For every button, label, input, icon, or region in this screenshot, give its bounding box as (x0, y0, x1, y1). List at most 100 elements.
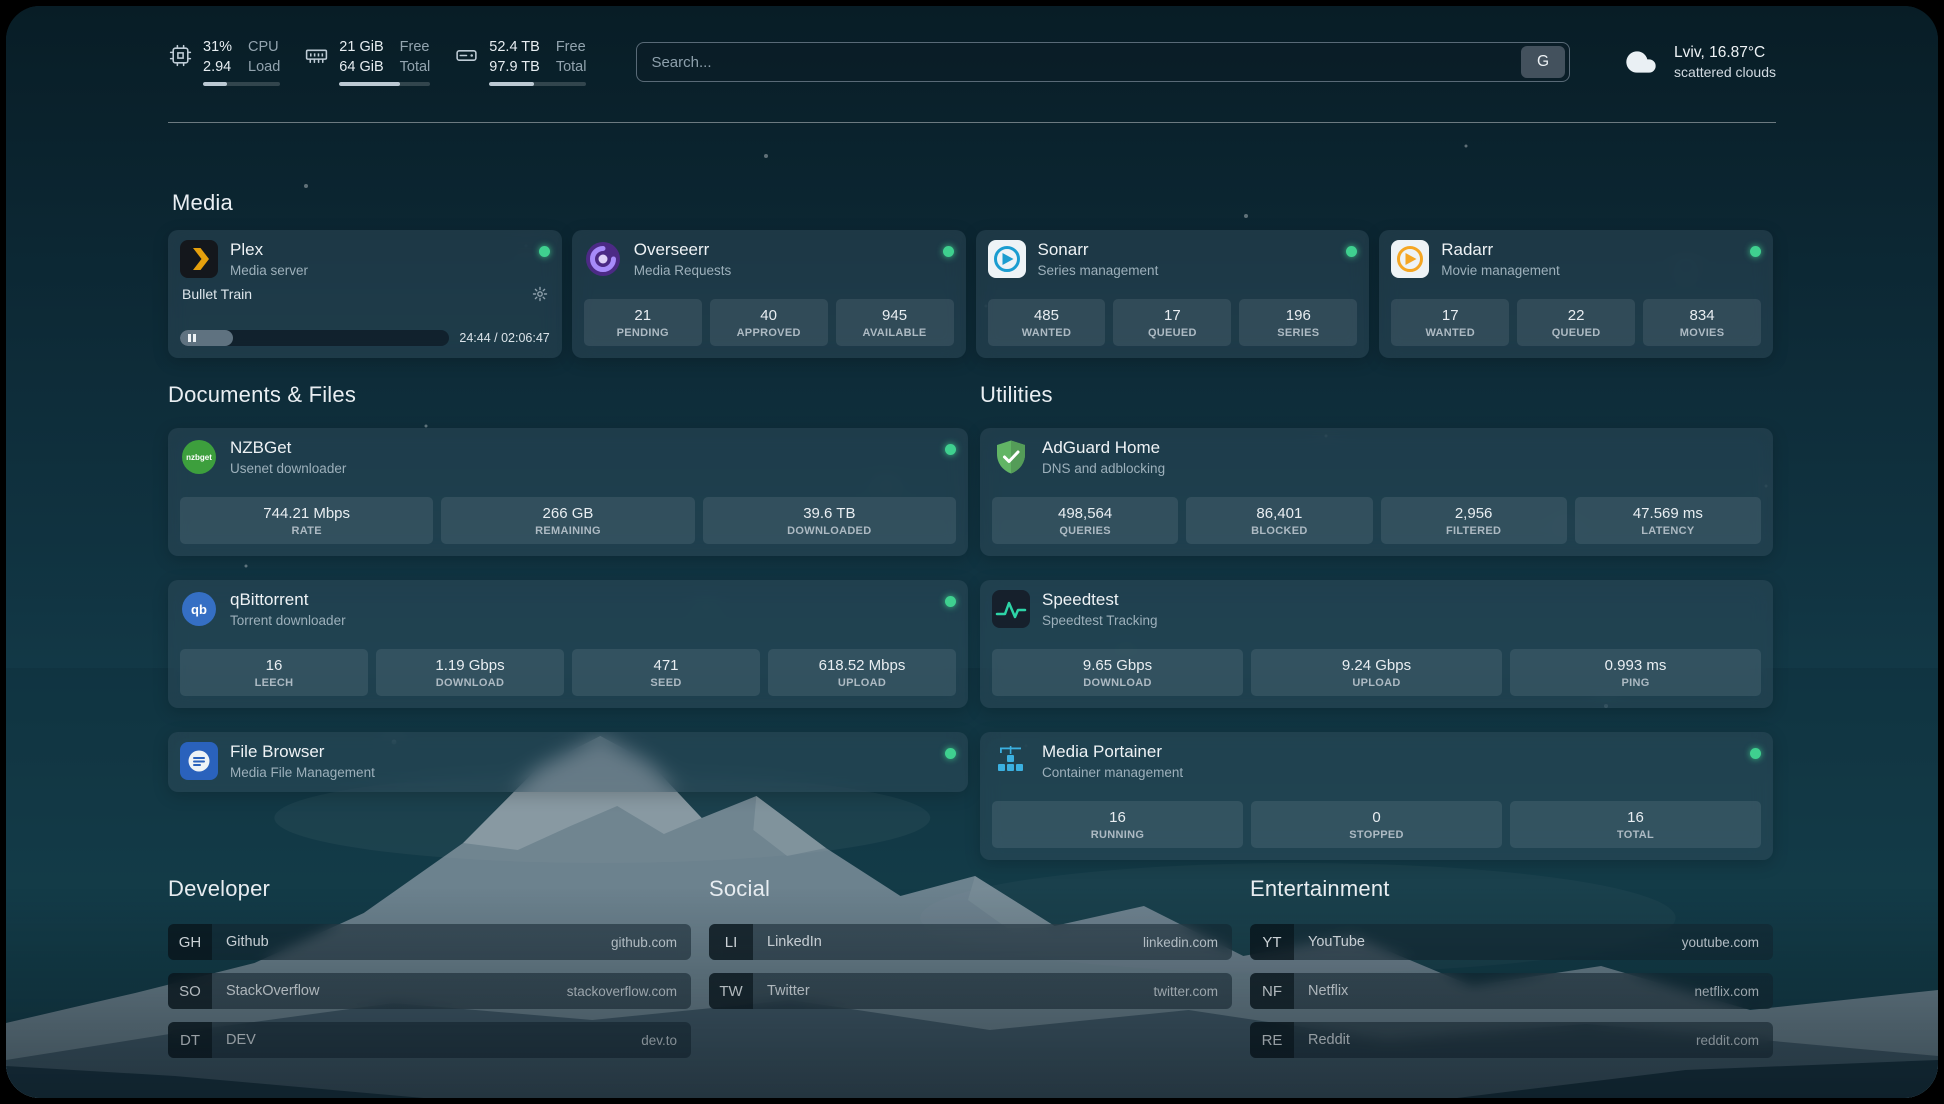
service-name: Overseerr (633, 240, 710, 260)
stat-block: 0.993 ms PING (1510, 649, 1761, 696)
stat-block: 2,956 FILTERED (1380, 497, 1567, 544)
service-card-nzbget[interactable]: nzbget NZBGet Usenet downloader 744.21 M… (168, 428, 968, 556)
bookmark-domain: stackoverflow.com (566, 983, 677, 999)
bookmark-stackoverflow[interactable]: SO StackOverflow stackoverflow.com (168, 973, 691, 1009)
stat-block: 40 APPROVED (709, 299, 828, 346)
stat-block: 16 LEECH (180, 649, 368, 696)
dashboard-window: 31% 2.94 CPU Load (6, 6, 1938, 1098)
bookmark-name: Twitter (767, 983, 810, 999)
service-desc: Speedtest Tracking (1042, 612, 1158, 628)
service-desc: Usenet downloader (230, 460, 347, 476)
bookmark-domain: github.com (610, 934, 677, 950)
bookmark-name: YouTube (1308, 934, 1365, 950)
stat-block: 47.569 ms LATENCY (1574, 497, 1761, 544)
search-input[interactable] (651, 53, 1522, 71)
status-dot (945, 748, 956, 759)
now-playing-title: Bullet Train (182, 286, 253, 302)
pause-icon[interactable] (188, 334, 196, 342)
memory-values: 21 GiB 64 GiB (339, 39, 384, 75)
bookmark-twitter[interactable]: TW Twitter twitter.com (709, 973, 1232, 1009)
status-dot (1346, 246, 1358, 257)
stat-block: 196 SERIES (1239, 299, 1358, 346)
bookmark-name: Reddit (1308, 1032, 1350, 1048)
service-desc: Container management (1042, 764, 1184, 780)
service-name: Radarr (1441, 240, 1494, 260)
memory-progress-fill (339, 81, 401, 86)
plex-icon (180, 240, 218, 278)
radarr-icon (1391, 240, 1430, 278)
speedtest-icon (992, 590, 1030, 628)
service-card-filebrowser[interactable]: File Browser Media File Management (168, 732, 968, 792)
section-title-utilities: Utilities (980, 382, 1053, 407)
disk-icon (456, 50, 477, 62)
service-desc: Torrent downloader (230, 612, 346, 628)
stat-block: 618.52 Mbps UPLOAD (768, 649, 956, 696)
bookmark-name: StackOverflow (226, 983, 320, 999)
stat-block: 744.21 Mbps RATE (180, 497, 434, 544)
stat-block: 498,564 QUERIES (992, 497, 1179, 544)
disk-values: 52.4 TB 97.9 TB (489, 39, 540, 75)
bookmark-name: Netflix (1308, 983, 1349, 999)
service-card-sonarr[interactable]: Sonarr Series management 485 WANTED 17 Q… (975, 230, 1370, 358)
service-card-radarr[interactable]: Radarr Movie management 17 WANTED 22 QUE… (1379, 230, 1773, 358)
settings-gear-icon[interactable] (532, 286, 548, 302)
bookmark-netflix[interactable]: NF Netflix netflix.com (1250, 973, 1773, 1009)
service-card-adguard[interactable]: AdGuard Home DNS and adblocking 498,564 … (980, 428, 1773, 556)
service-desc: Media server (230, 262, 309, 278)
disk-progress-track (489, 81, 587, 86)
stat-block: 471 SEED (572, 649, 760, 696)
cpu-widget: 31% 2.94 CPU Load (168, 38, 281, 86)
service-card-portainer[interactable]: Media Portainer Container management 16 … (980, 732, 1773, 860)
bookmark-github[interactable]: GH Github github.com (168, 924, 691, 960)
cpu-icon (169, 45, 192, 67)
playback-progress-bar (180, 330, 450, 346)
top-bar: 31% 2.94 CPU Load (168, 32, 1776, 92)
service-desc: DNS and adblocking (1042, 460, 1166, 476)
bookmark-linkedin[interactable]: LI LinkedIn linkedin.com (709, 924, 1232, 960)
stat-block: 17 WANTED (1391, 299, 1510, 346)
service-card-overseerr[interactable]: Overseerr Media Requests 21 PENDING 40 A… (571, 230, 966, 358)
documents-column: Documents & Files nzbget NZBGet Usenet d… (168, 382, 968, 816)
service-name: Speedtest (1042, 590, 1119, 610)
svg-text:qb: qb (191, 602, 207, 617)
nzbget-icon: nzbget (182, 440, 216, 474)
disk-progress-fill (489, 81, 534, 86)
stat-block: 485 WANTED (987, 299, 1106, 346)
section-title-developer: Developer (168, 876, 271, 901)
stat-block: 16 TOTAL (1510, 801, 1761, 848)
stat-block: 266 GB REMAINING (441, 497, 695, 544)
service-name: AdGuard Home (1042, 438, 1161, 458)
media-card-grid: Plex Media server Bullet Train (168, 230, 1773, 358)
service-name: Media Portainer (1042, 742, 1163, 762)
bookmark-domain: twitter.com (1153, 983, 1218, 999)
service-name: qBittorrent (230, 590, 309, 610)
bookmark-group-developer: Developer GH Github github.com SO StackO… (168, 876, 691, 1071)
memory-widget: 21 GiB 64 GiB Free Total (304, 38, 431, 86)
service-name: Plex (230, 240, 264, 260)
bookmark-dev[interactable]: DT DEV dev.to (168, 1022, 691, 1058)
status-dot (1750, 246, 1761, 257)
playback-time: 24:44 / 02:06:47 (459, 331, 550, 345)
service-card-speedtest[interactable]: Speedtest Speedtest Tracking 9.65 Gbps D… (980, 580, 1773, 708)
service-card-qbittorrent[interactable]: qb qBittorrent Torrent downloader 16 LEE… (168, 580, 968, 708)
service-card-plex[interactable]: Plex Media server Bullet Train (168, 230, 562, 358)
stat-block: 1.19 Gbps DOWNLOAD (376, 649, 564, 696)
bookmark-domain: linkedin.com (1142, 934, 1218, 950)
stat-block: 9.24 Gbps UPLOAD (1251, 649, 1502, 696)
disk-labels: Free Total (555, 39, 587, 75)
bookmark-name: LinkedIn (767, 934, 822, 950)
cpu-progress-fill (203, 81, 227, 86)
sonarr-icon (987, 240, 1026, 278)
status-dot (945, 596, 956, 607)
bookmark-name: DEV (226, 1032, 256, 1048)
stat-block: 17 QUEUED (1113, 299, 1232, 346)
portainer-icon (998, 746, 1023, 771)
service-name: NZBGet (230, 438, 292, 458)
bookmark-youtube[interactable]: YT YouTube youtube.com (1250, 924, 1773, 960)
search-provider-button[interactable]: G (1521, 46, 1566, 78)
service-desc: Movie management (1441, 262, 1560, 278)
bookmark-reddit[interactable]: RE Reddit reddit.com (1250, 1022, 1773, 1058)
bookmark-abbr: YT (1250, 924, 1294, 960)
bookmark-abbr: RE (1250, 1022, 1294, 1058)
stat-block: 16 RUNNING (992, 801, 1243, 848)
